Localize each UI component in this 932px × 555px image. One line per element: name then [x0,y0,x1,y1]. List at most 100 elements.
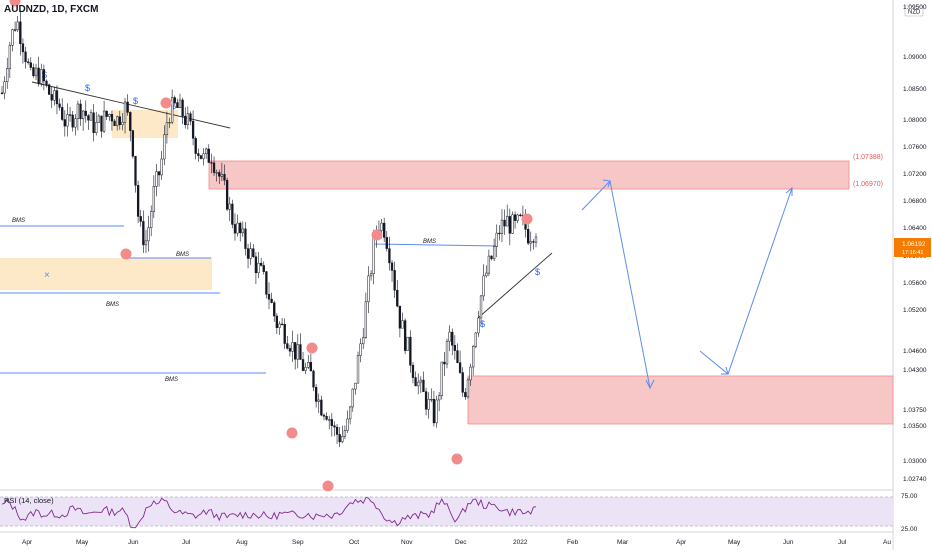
candle-body [369,273,373,277]
candle-body [218,172,221,177]
candle-body [283,324,286,344]
price-tick-label: 1.07200 [903,171,927,178]
candle-body [396,289,399,307]
candle-body [325,416,328,420]
price-tick-label: 1.06400 [903,225,927,232]
candle-body [74,118,77,128]
chart-title[interactable]: AUDNZD, 1D, FXCM [4,4,98,15]
descending-trendline[interactable] [31,81,231,129]
projection-arrows[interactable] [581,179,793,390]
current-price-tag [894,238,931,257]
candle-body [155,171,158,187]
candle-body [202,153,205,159]
time-tick-label: Au [883,539,891,546]
candle-body [341,436,344,443]
candle-body [136,185,140,217]
candle-body [95,122,98,133]
candle-body [165,122,169,135]
candle-body [485,272,488,277]
candle-body [134,155,137,186]
ascending-trendline[interactable] [477,252,553,319]
candle-body [498,232,501,235]
pivot-dots [9,0,533,492]
candle-body [482,275,485,297]
candle-body [398,305,402,329]
candle-body [335,426,339,435]
candle-body [205,148,208,155]
candle-body [40,69,43,84]
candle-body [299,344,302,360]
candle-body [129,112,132,131]
candle-body [333,425,336,428]
candle-body [45,80,48,85]
candle-body [443,361,446,365]
time-axis[interactable]: Apr May Jun Jul Aug Sep Oct Nov Dec 2022 Feb Mar Apr… [22,539,891,546]
candle-body [440,361,443,396]
candle-body [144,240,148,246]
time-tick-label: May [728,539,741,546]
candle-body [233,224,237,234]
candle-body [66,114,69,127]
candle-body [79,103,82,120]
candle-body [207,148,210,163]
time-tick-label: Jun [783,539,794,546]
candle-body [13,29,17,31]
candle-body [529,241,532,244]
candle-body [97,115,101,123]
candle-body [199,155,203,159]
candle-body [225,180,229,210]
time-tick-label: Dec [455,539,467,546]
candle-body [278,323,281,328]
candle-body [301,359,305,371]
candle-body [304,367,307,371]
price-tick-label: 1.08500 [903,86,927,93]
candle-body [330,419,333,426]
candle-body [246,248,250,259]
price-tick-label: 1.03750 [903,407,927,414]
candle-body [16,21,19,31]
zone-upper-label: (1.07388) [853,154,883,161]
candle-body [8,45,12,69]
candle-body [121,121,124,125]
candle-body [215,172,218,174]
candle-body [176,102,179,109]
time-tick-label: May [76,539,89,546]
candle-body [19,21,22,44]
candle-body [239,222,242,234]
candle-body [461,372,464,393]
rsi-line [1,497,537,529]
candle-body [184,115,187,125]
candle-body [87,115,90,121]
candle-body [181,99,184,117]
currency-badge[interactable] [904,5,924,17]
time-tick-label: Sep [292,539,304,546]
red-supply-zone [208,160,850,190]
candle-body [63,119,66,127]
red-demand-zone [467,375,894,425]
price-tick-label: 1.02740 [903,476,927,483]
candle-body [351,388,354,408]
dollar-mark: $ [171,101,176,111]
candle-body [262,265,265,272]
candle-body [417,381,420,387]
candle-body [71,114,74,128]
candle-body [76,103,80,120]
candle-body [390,262,394,271]
candle-body [210,162,213,164]
candle-body [116,116,119,126]
candle-body [265,271,268,295]
candle-body [37,67,40,84]
candle-body [147,227,150,242]
candle-body [320,399,323,416]
time-tick-label: Apr [676,539,687,546]
zone-lower-label: (1.06970) [853,181,883,188]
time-tick-label: Apr [22,539,33,546]
x-mark: × [44,270,50,281]
candle-body [84,110,87,116]
candle-body [53,90,56,101]
bms-label: BMS [106,302,119,308]
price-tick-label: 1.03000 [903,458,927,465]
candle-body [348,406,352,420]
